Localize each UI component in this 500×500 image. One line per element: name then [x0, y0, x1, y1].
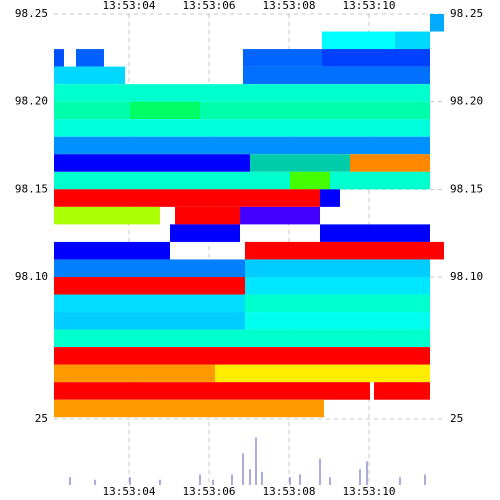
x-tick-label: 13:53:10 [343, 485, 396, 498]
volume-bar [289, 477, 291, 485]
y-tick-label: 98.15 [15, 182, 48, 195]
y-tick-label: 98.15 [450, 182, 483, 195]
heat-cell [54, 259, 245, 277]
heat-cell [54, 66, 125, 85]
heat-cell [215, 364, 430, 383]
heat-cell [245, 259, 430, 277]
volume-bar [366, 461, 368, 485]
volume-bar [69, 477, 71, 485]
heat-cell [54, 241, 170, 260]
y-tick-label: 98.25 [450, 7, 483, 20]
heat-cell [395, 31, 430, 50]
heat-cell [54, 84, 430, 102]
volume-bar [319, 458, 321, 485]
heat-cell [245, 276, 430, 295]
heat-cell [250, 154, 350, 172]
heat-cell [54, 294, 245, 313]
heat-cell [350, 154, 430, 172]
volume-tick-label: 25 [35, 412, 48, 425]
heat-cell [290, 171, 330, 190]
heat-cell [200, 101, 430, 120]
heat-cell [322, 49, 430, 67]
heat-cell [245, 241, 444, 260]
volume-bar [94, 479, 96, 485]
heat-cell [430, 14, 444, 32]
volume-bar [359, 469, 361, 485]
heat-cell [245, 312, 430, 330]
heat-cell [54, 206, 160, 225]
volume-bar [249, 469, 251, 485]
heat-cell [54, 171, 290, 190]
heat-cell [175, 206, 240, 225]
heat-cell [54, 382, 370, 400]
heat-cell [240, 206, 320, 225]
volume-bar [329, 477, 331, 485]
volume-bar [159, 479, 161, 485]
heat-cell [54, 49, 64, 67]
heat-cell [54, 154, 250, 172]
volume-tick-label: 25 [450, 412, 463, 425]
volume-bar [261, 471, 263, 485]
heat-cell [330, 171, 430, 190]
heat-cell [374, 382, 430, 400]
x-tick-label: 13:53:08 [263, 485, 316, 498]
heat-cell [130, 101, 200, 120]
volume-bar [424, 474, 426, 485]
y-tick-label: 98.25 [15, 7, 48, 20]
x-tick-label: 13:53:10 [343, 0, 396, 12]
heat-cell [54, 347, 430, 365]
heat-cell [54, 101, 130, 120]
volume-bar [399, 477, 401, 485]
heat-cell [76, 49, 104, 67]
heat-cell [54, 136, 430, 155]
heat-cell [243, 49, 322, 67]
y-tick-label: 98.20 [15, 95, 48, 108]
x-tick-label: 13:53:04 [103, 0, 156, 12]
heat-cell [245, 294, 430, 313]
y-tick-label: 98.10 [450, 270, 483, 283]
volume-bar [212, 479, 214, 485]
volume-bar [231, 474, 233, 485]
heat-cell [320, 224, 430, 242]
heat-cell [320, 189, 340, 207]
heat-cell [54, 119, 430, 137]
volume-bar [299, 474, 301, 485]
x-tick-label: 13:53:08 [263, 0, 316, 12]
x-tick-label: 13:53:04 [103, 485, 156, 498]
x-tick-label: 13:53:06 [183, 0, 236, 12]
heat-cell [54, 312, 245, 330]
volume-bar [242, 453, 244, 485]
heat-cell [54, 276, 245, 295]
y-tick-label: 98.10 [15, 270, 48, 283]
heat-cell [243, 66, 430, 85]
volume-bar [129, 477, 131, 485]
volume-bar [255, 437, 257, 485]
heat-cell [170, 224, 240, 242]
volume-bar [199, 474, 201, 485]
heat-cell [54, 399, 324, 418]
y-tick-label: 98.20 [450, 95, 483, 108]
heat-cell [54, 329, 430, 348]
heat-cell [322, 31, 395, 50]
x-tick-label: 13:53:06 [183, 485, 236, 498]
heat-cell [54, 189, 320, 207]
heat-cell [54, 364, 215, 383]
